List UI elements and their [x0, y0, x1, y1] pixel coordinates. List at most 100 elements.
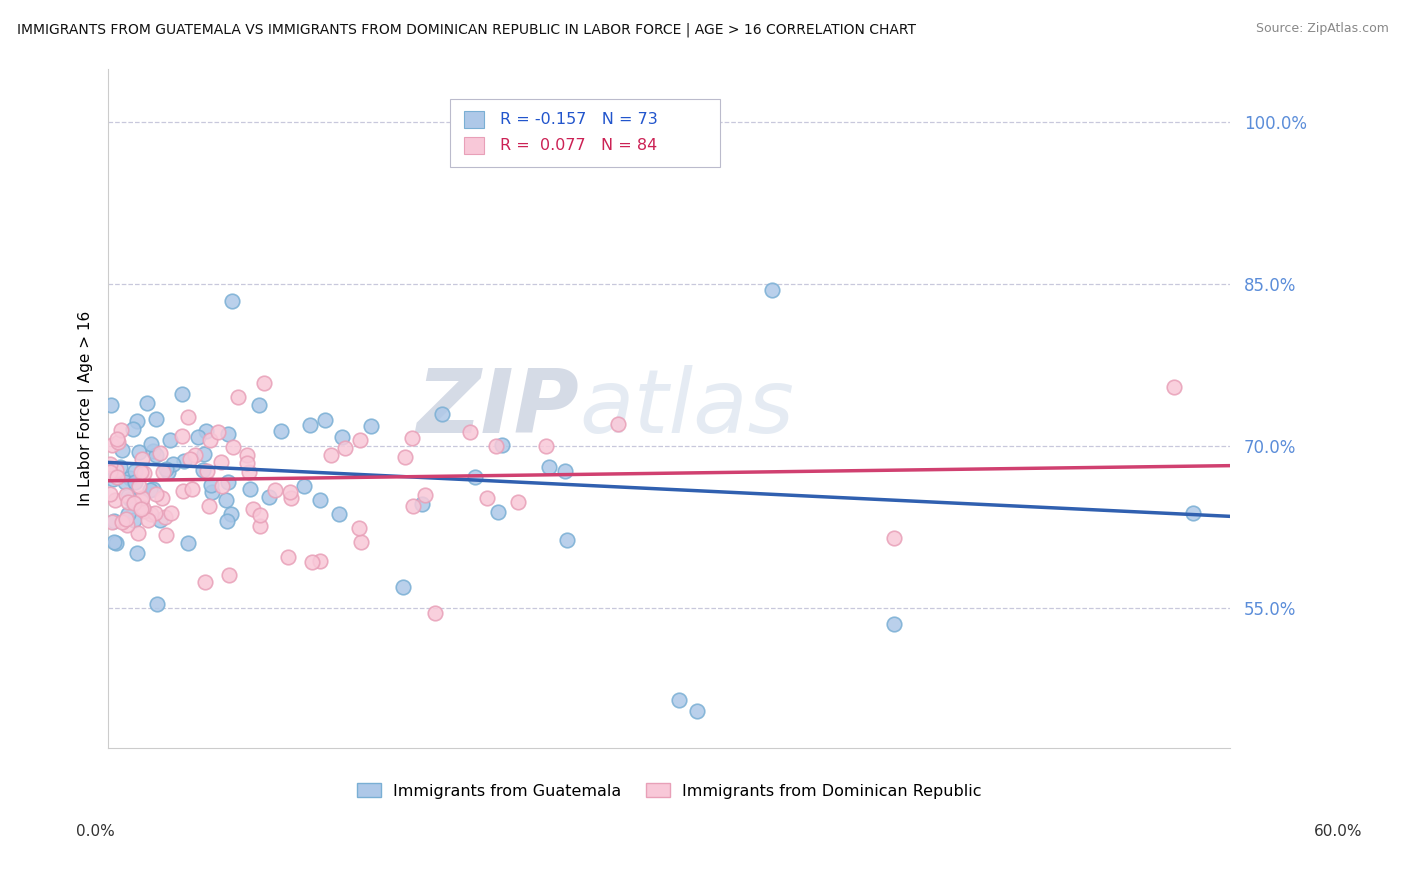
Point — [883, 531, 905, 545]
Point — [235, 448, 257, 462]
Point — [217, 427, 239, 442]
Point — [115, 488, 138, 502]
Point — [200, 433, 222, 447]
Point — [330, 430, 353, 444]
Point — [141, 437, 163, 451]
Point — [105, 432, 128, 446]
Point — [191, 463, 214, 477]
Point — [209, 455, 232, 469]
Point — [145, 449, 167, 463]
Point — [239, 483, 262, 497]
Point — [103, 535, 125, 549]
Point — [219, 507, 242, 521]
Bar — [464, 111, 484, 128]
Point — [117, 507, 139, 521]
Text: IMMIGRANTS FROM GUATEMALA VS IMMIGRANTS FROM DOMINICAN REPUBLIC IN LABOR FORCE |: IMMIGRANTS FROM GUATEMALA VS IMMIGRANTS … — [17, 22, 915, 37]
Point — [413, 488, 436, 502]
Point — [128, 479, 150, 493]
Point — [668, 693, 690, 707]
Point — [270, 424, 292, 438]
Point — [145, 487, 167, 501]
Point — [207, 425, 229, 439]
FancyBboxPatch shape — [450, 99, 720, 167]
Point — [98, 465, 121, 479]
Point — [264, 483, 287, 498]
Point — [120, 491, 142, 506]
Point — [555, 533, 578, 547]
Text: 60.0%: 60.0% — [1315, 824, 1362, 838]
Point — [464, 470, 486, 484]
Point — [1182, 506, 1205, 520]
Point — [328, 507, 350, 521]
Point — [249, 519, 271, 533]
Point — [221, 293, 243, 308]
Point — [107, 435, 129, 450]
Point — [156, 466, 179, 480]
Point — [491, 437, 513, 451]
Point — [177, 536, 200, 550]
Point — [111, 515, 134, 529]
Point — [150, 491, 173, 505]
Point — [104, 492, 127, 507]
Point — [394, 450, 416, 464]
Point — [485, 439, 508, 453]
Point — [142, 444, 165, 458]
Point — [200, 478, 222, 492]
Point — [187, 430, 209, 444]
Point — [127, 414, 149, 428]
Point — [193, 447, 215, 461]
Point — [538, 460, 561, 475]
Point — [142, 482, 165, 496]
Point — [124, 475, 146, 489]
Point — [247, 398, 270, 412]
Point — [153, 509, 176, 524]
Point — [235, 456, 257, 470]
Point — [201, 485, 224, 500]
Text: Source: ZipAtlas.com: Source: ZipAtlas.com — [1256, 22, 1389, 36]
Point — [145, 411, 167, 425]
Point — [319, 448, 342, 462]
Point — [217, 514, 239, 528]
Point — [194, 424, 217, 438]
Point — [308, 553, 330, 567]
Point — [411, 497, 433, 511]
Point — [125, 546, 148, 560]
Point — [115, 512, 138, 526]
Point — [136, 513, 159, 527]
Point — [181, 483, 204, 497]
Point — [360, 418, 382, 433]
Point — [278, 484, 301, 499]
Point — [170, 429, 193, 443]
Point — [347, 521, 370, 535]
Point — [160, 506, 183, 520]
Point — [117, 494, 139, 508]
Point — [280, 491, 302, 505]
Point — [314, 413, 336, 427]
Point — [149, 446, 172, 460]
Point — [218, 568, 240, 582]
Point — [425, 607, 447, 621]
Point — [179, 452, 201, 467]
Point — [129, 465, 152, 479]
Point — [136, 396, 159, 410]
Point — [101, 472, 124, 486]
Point — [122, 496, 145, 510]
Point — [249, 508, 271, 522]
Point — [143, 506, 166, 520]
Point — [475, 491, 498, 506]
Point — [292, 479, 315, 493]
Point — [183, 448, 205, 462]
Point — [686, 704, 709, 718]
Point — [172, 386, 194, 401]
Bar — [464, 136, 484, 153]
Point — [401, 431, 423, 445]
Point — [195, 463, 218, 477]
Point — [159, 433, 181, 447]
Point — [152, 465, 174, 479]
Point — [194, 574, 217, 589]
Point — [127, 525, 149, 540]
Point — [114, 475, 136, 490]
Point — [129, 501, 152, 516]
Point — [100, 398, 122, 412]
Point — [110, 443, 132, 458]
